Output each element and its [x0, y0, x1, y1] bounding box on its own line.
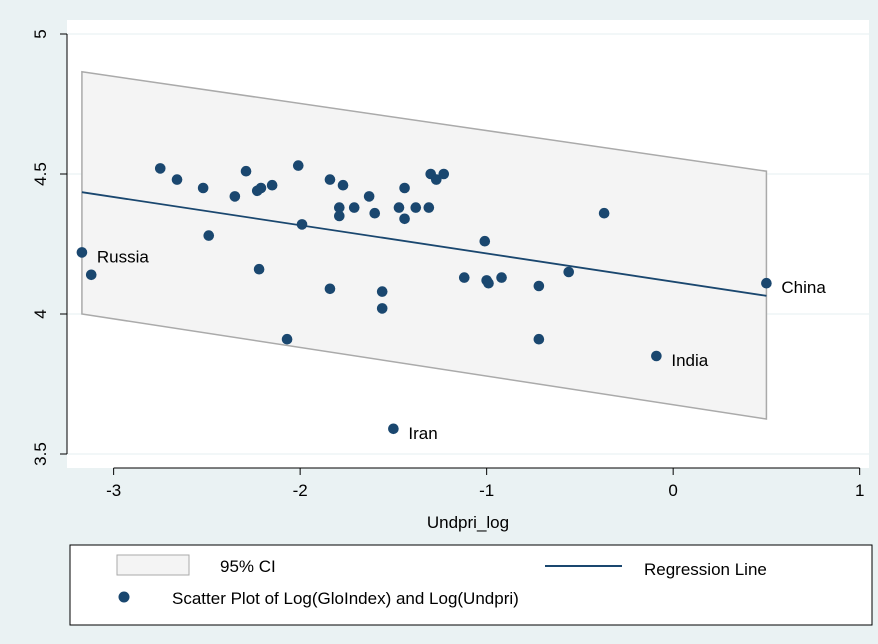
scatter-point	[598, 207, 610, 219]
scatter-point	[292, 160, 304, 171]
scatter-point	[334, 210, 345, 222]
scatter-point	[430, 174, 442, 185]
point-label: India	[671, 351, 708, 370]
scatter-point	[438, 168, 450, 180]
scatter-point	[458, 272, 470, 283]
scatter-point	[253, 263, 265, 275]
scatter-point	[651, 350, 662, 362]
scatter-point	[255, 182, 267, 194]
scatter-point	[76, 247, 88, 258]
scatter-point	[197, 182, 209, 194]
scatter-point	[240, 165, 252, 177]
regression-line-group	[81, 191, 767, 297]
legend-line-label: Regression Line	[644, 560, 767, 579]
scatter-point	[563, 266, 575, 278]
x-tick-label: -1	[479, 481, 494, 500]
scatter-point	[85, 269, 97, 281]
x-tick-label: 1	[855, 481, 864, 500]
scatter-point	[399, 213, 410, 225]
scatter-point	[533, 280, 545, 292]
scatter-point	[496, 272, 507, 283]
y-tick-label: 4	[31, 309, 50, 318]
scatter-point	[337, 179, 349, 191]
scatter-point	[171, 174, 183, 185]
point-label: Iran	[408, 424, 437, 443]
x-tick-label: 0	[668, 481, 677, 500]
scatter-point	[154, 163, 166, 174]
scatter-point	[229, 191, 241, 202]
x-axis-title: Undpri_log	[427, 513, 509, 532]
legend-scatter-swatch	[118, 591, 130, 603]
scatter-point	[533, 333, 545, 345]
scatter-point	[393, 202, 405, 213]
x-tick-label: -2	[293, 481, 308, 500]
scatter-points	[76, 160, 772, 435]
scatter-point	[761, 277, 772, 289]
scatter-point	[376, 303, 388, 314]
point-label: China	[781, 278, 826, 297]
ci-band	[81, 70, 768, 420]
legend-ci-label: 95% CI	[220, 557, 276, 576]
scatter-point	[388, 423, 399, 435]
scatter-point	[324, 283, 336, 295]
x-tick-label: -3	[106, 481, 121, 500]
scatter-point	[399, 182, 410, 194]
scatter-point	[324, 174, 336, 185]
scatter-point	[203, 230, 215, 241]
scatter-point	[423, 202, 435, 213]
scatter-point	[479, 235, 491, 247]
legend-box	[69, 544, 873, 626]
scatter-point	[281, 333, 293, 345]
legend: 95% CI Regression Line Scatter Plot of L…	[69, 544, 873, 626]
axes: 3.5 4 4.5 5 -3 -2 -1 0 1	[31, 29, 864, 500]
y-tick-label: 5	[31, 29, 50, 38]
scatter-point	[348, 202, 360, 213]
scatter-point	[334, 202, 345, 213]
scatter-point	[376, 286, 388, 297]
scatter-point	[266, 179, 278, 191]
scatter-point	[483, 277, 494, 289]
scatter-point	[410, 202, 422, 213]
scatter-point	[363, 191, 375, 202]
scatter-point	[296, 219, 308, 230]
ci-band-group	[81, 70, 768, 420]
point-labels: Russia Iran India China	[97, 247, 826, 442]
y-tick-label: 4.5	[31, 162, 50, 186]
point-label: Russia	[97, 247, 150, 266]
regression-line	[81, 191, 767, 297]
y-tick-label: 3.5	[31, 442, 50, 466]
legend-scatter-label: Scatter Plot of Log(GloIndex) and Log(Un…	[172, 589, 519, 608]
legend-ci-swatch	[116, 554, 190, 576]
scatter-point	[369, 207, 381, 219]
